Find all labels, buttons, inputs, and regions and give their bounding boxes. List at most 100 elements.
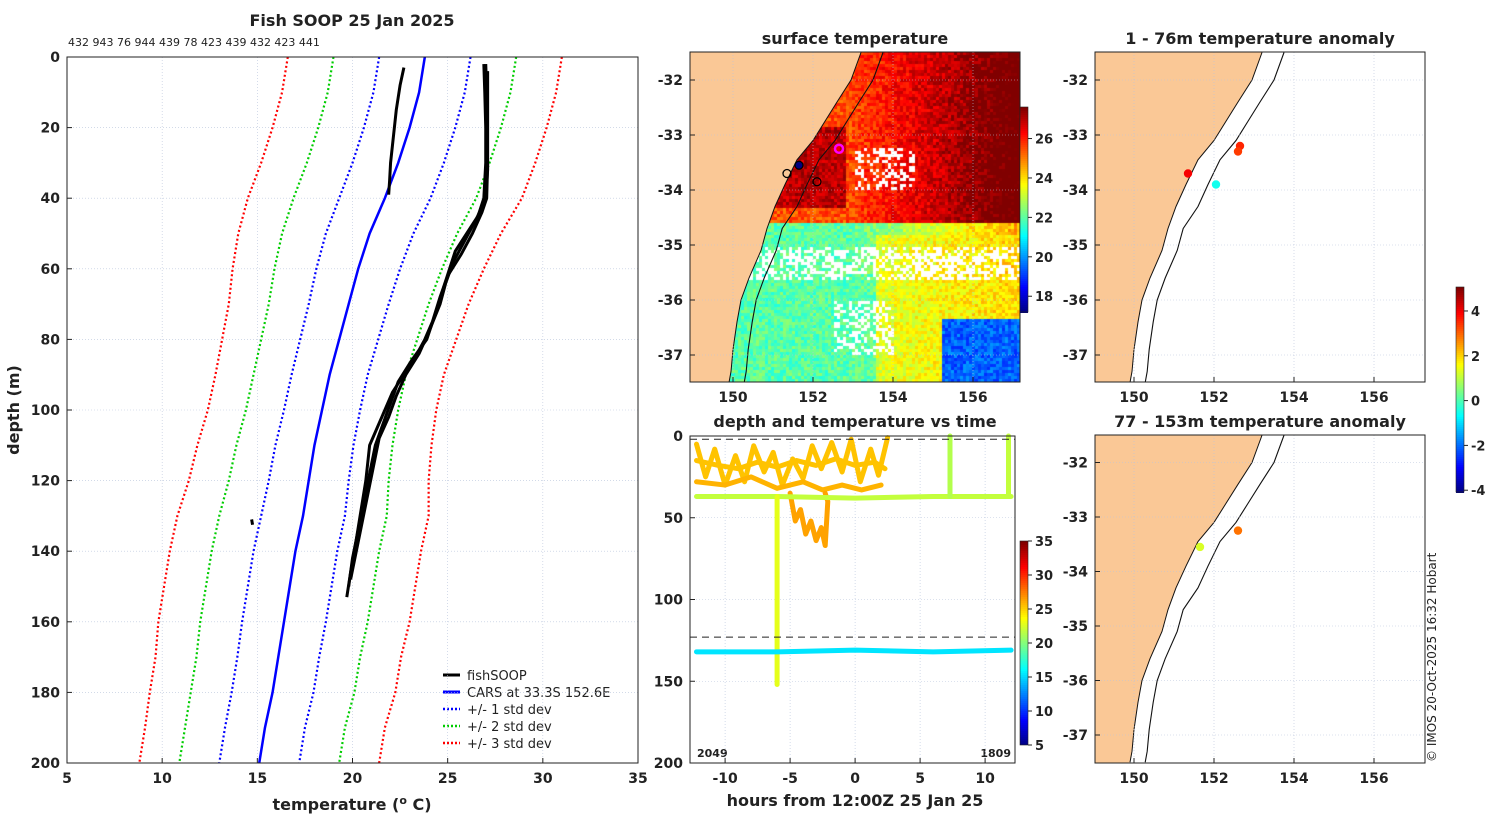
colorbar-cell: [1456, 367, 1464, 369]
colorbar-cell: [1020, 613, 1028, 615]
x-tick-label: 154: [1279, 390, 1308, 406]
y-tick-label: 150: [654, 674, 683, 690]
colorbar-cell: [1456, 323, 1464, 325]
colorbar-cell: [1020, 267, 1028, 269]
colorbar-cell: [1020, 681, 1028, 683]
colorbar-tick-label: 2: [1471, 350, 1480, 365]
colorbar-cell: [1456, 287, 1464, 289]
colorbar-cell: [1020, 247, 1028, 249]
colorbar-cell: [1020, 637, 1028, 639]
y-tick-label: -37: [1063, 348, 1088, 364]
y-tick-label: 160: [31, 615, 60, 631]
xlabel-main: temperature (: [272, 795, 399, 814]
y-tick-label: 0: [50, 50, 60, 66]
colorbar-tick-label: 24: [1035, 172, 1053, 187]
colorbar-cell: [1020, 165, 1028, 167]
sst-colorbar: 18 20 22 24 26: [1019, 106, 1053, 313]
colorbar-cell: [1456, 407, 1464, 409]
colorbar-cell: [1020, 229, 1028, 231]
colorbar-cell: [1020, 197, 1028, 199]
colorbar-cell: [1456, 427, 1464, 429]
colorbar-cell: [1020, 559, 1028, 561]
depth-time-track-3: [787, 490, 831, 549]
depth-time-track-8: [694, 647, 1014, 655]
coastline: [1129, 52, 1263, 382]
colorbar-cell: [1020, 587, 1028, 589]
colorbar-cell: [1020, 547, 1028, 549]
colorbar-cell: [1020, 305, 1028, 307]
colorbar-cell: [1020, 261, 1028, 263]
colorbar-cell: [1456, 327, 1464, 329]
fishsoop-profile-2: [347, 64, 488, 587]
fishsoop-profile-3: [349, 71, 490, 580]
colorbar-cell: [1020, 699, 1028, 701]
colorbar-tick-label: 5: [1035, 739, 1044, 754]
colorbar-cell: [1020, 571, 1028, 573]
colorbar-cell: [1020, 721, 1028, 723]
colorbar-cell: [1020, 619, 1028, 621]
colorbar-cell: [1456, 447, 1464, 449]
x-tick-label: 150: [1119, 771, 1148, 787]
anomaly-point: [1195, 542, 1205, 552]
colorbar-cell: [1020, 611, 1028, 613]
colorbar-cell: [1456, 465, 1464, 467]
colorbar-cell: [1020, 633, 1028, 635]
colorbar-cell: [1020, 231, 1028, 233]
x-tick-label: 35: [628, 771, 647, 787]
colorbar-tick-label: -4: [1471, 484, 1485, 499]
colorbar-cell: [1020, 651, 1028, 653]
colorbar-cell: [1456, 365, 1464, 367]
y-tick-label: 20: [41, 121, 61, 137]
colorbar-cell: [1020, 109, 1028, 111]
colorbar-cell: [1456, 405, 1464, 407]
colorbar-cell: [1456, 399, 1464, 401]
colorbar-cell: [1456, 479, 1464, 481]
colorbar-cell: [1020, 129, 1028, 131]
colorbar-cell: [1456, 417, 1464, 419]
colorbar-cell: [1020, 567, 1028, 569]
y-tick-label: -34: [1063, 183, 1089, 199]
colorbar-cell: [1020, 609, 1028, 611]
colorbar-cell: [1020, 137, 1028, 139]
colorbar-cell: [1020, 275, 1028, 277]
colorbar-cell: [1456, 443, 1464, 445]
colorbar-cell: [1456, 291, 1464, 293]
colorbar-cell: [1456, 379, 1464, 381]
x-tick-label: 152: [798, 390, 827, 406]
colorbar-cell: [1020, 589, 1028, 591]
colorbar-cell: [1456, 339, 1464, 341]
colorbar-cell: [1020, 223, 1028, 225]
colorbar-cell: [1020, 189, 1028, 191]
colorbar-tick-label: 30: [1035, 569, 1053, 584]
profile-ylabel: depth (m): [4, 365, 23, 455]
colorbar-cell: [1456, 415, 1464, 417]
y-tick-label: 200: [31, 756, 60, 772]
sst-title: surface temperature: [762, 29, 949, 48]
y-tick-label: 60: [41, 262, 61, 278]
y-tick-label: -32: [1063, 73, 1088, 89]
colorbar-cell: [1020, 695, 1028, 697]
colorbar-cell: [1456, 383, 1464, 385]
colorbar-cell: [1456, 469, 1464, 471]
colorbar-cell: [1020, 171, 1028, 173]
colorbar-cell: [1020, 701, 1028, 703]
colorbar-cell: [1020, 143, 1028, 145]
colorbar-cell: [1020, 641, 1028, 643]
x-tick-label: 156: [1359, 390, 1388, 406]
colorbar-cell: [1020, 155, 1028, 157]
colorbar-tick-label: 22: [1035, 211, 1053, 226]
anomaly-shallow-frame: [1094, 51, 1426, 383]
colorbar-cell: [1020, 623, 1028, 625]
colorbar-cell: [1020, 265, 1028, 267]
isobath-200m: [1144, 435, 1285, 763]
colorbar-cell: [1020, 151, 1028, 153]
colorbar-cell: [1020, 715, 1028, 717]
colorbar-cell: [1456, 477, 1464, 479]
colorbar-cell: [1020, 741, 1028, 743]
colorbar-cell: [1020, 585, 1028, 587]
isobath-200m: [1144, 52, 1285, 382]
cars-std3-upper-line: [378, 56, 563, 764]
colorbar-cell: [1020, 563, 1028, 565]
colorbar-cell: [1020, 255, 1028, 257]
legend-std1: +/- 1 std dev: [467, 703, 552, 718]
